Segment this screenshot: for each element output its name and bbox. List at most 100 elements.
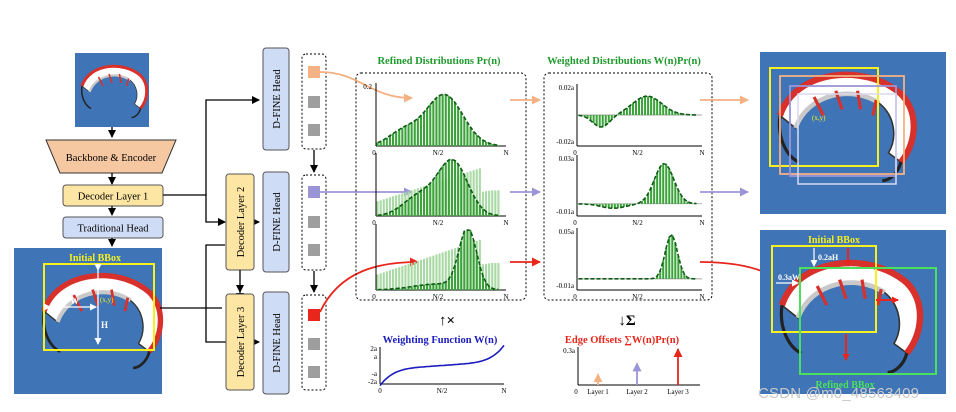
ghost-bar: [441, 252, 444, 290]
w-bar: [644, 96, 647, 115]
w-bar: [680, 195, 683, 204]
pr-bar: [447, 96, 450, 146]
w-bar: [647, 193, 650, 204]
pr-bar: [410, 286, 413, 290]
weighted-panel: [543, 72, 713, 301]
ghost-bar: [438, 253, 441, 290]
pr-bar: [413, 194, 416, 216]
pr-bar: [478, 205, 481, 216]
pr-bar: [404, 287, 407, 290]
pr-bar: [481, 275, 484, 290]
w-bar: [656, 172, 659, 204]
pr-bar: [475, 201, 478, 216]
ghost-bar: [432, 255, 435, 290]
pr-curve: [377, 158, 499, 217]
pr-bar: [416, 285, 419, 290]
pr-bar: [401, 287, 404, 290]
w-bar: [677, 113, 680, 115]
dfine-head-1: [262, 47, 290, 151]
pr-bar: [497, 145, 500, 146]
left-pipeline: Backbone & Encoder Decoder Layer 1 Tradi…: [14, 53, 177, 394]
pr-bar: [475, 134, 478, 146]
pr-bar: [407, 287, 410, 290]
w-curve: [578, 95, 697, 128]
ghost-bar: [392, 269, 395, 290]
weighting-title: Weighting Function W(n): [383, 335, 498, 346]
offset-w-label: 0.3aW: [778, 273, 800, 282]
tick-mid: N/2: [632, 219, 643, 227]
weighted-title: Weighted Distributions W(n)Pr(n): [547, 56, 701, 67]
edge-formula: ∑W(n)Pr(n): [624, 335, 679, 346]
w-bar: [622, 110, 625, 115]
weighting-function-chart: 2aa -a-2a0 N/2 N: [368, 344, 507, 395]
ghost-bar: [398, 267, 401, 290]
ghost-bar: [392, 196, 395, 216]
pr-bar: [478, 265, 481, 290]
pr-bar: [441, 283, 444, 290]
pr-bar: [388, 212, 391, 216]
tick-end: N: [503, 149, 508, 157]
wf-tick: -2a: [368, 378, 378, 386]
pr-bar: [401, 204, 404, 216]
pr-bar: [485, 211, 488, 216]
w-bar: [671, 234, 674, 279]
pr-bar: [485, 282, 488, 290]
tick-end: N: [699, 293, 704, 301]
wf-tick: 2a: [370, 345, 378, 353]
edge-title-text: Edge Offsets: [565, 335, 625, 346]
watermark: CSDN @m0_48563409: [758, 385, 920, 402]
w-bar: [619, 203, 622, 208]
ghost-bar: [429, 256, 432, 290]
refined-title: Refined Distributions Pr(n): [377, 56, 501, 67]
pr-bar: [398, 206, 401, 216]
w-bar: [625, 203, 628, 207]
pr-row-2: 0 N/2 N: [372, 153, 509, 227]
pr-bar: [460, 169, 463, 216]
pr-bar: [426, 186, 429, 216]
pr-bar: [416, 118, 419, 146]
ghost-bar: [423, 258, 426, 290]
pr-bar: [463, 231, 466, 290]
tick-end: N: [503, 219, 508, 227]
w-bar: [595, 203, 598, 206]
tick-mid: N/2: [433, 149, 444, 157]
ghost-bar: [388, 270, 391, 290]
token-layer2: [308, 186, 320, 198]
w-top-tick: 0.05a: [559, 228, 575, 236]
w-bar: [641, 201, 644, 204]
w-bar: [677, 255, 680, 279]
w-bar: [647, 96, 650, 115]
pr-bar: [469, 189, 472, 216]
pr-bar: [488, 286, 491, 290]
tick-end: N: [699, 149, 704, 157]
pr-bar: [481, 208, 484, 216]
pr-bar: [432, 179, 435, 216]
pr-bar: [450, 159, 453, 216]
w-bar: [683, 199, 686, 204]
pr-bar: [426, 108, 429, 146]
pr-bar: [419, 285, 422, 290]
ghost-bar: [401, 266, 404, 290]
pr-bar: [382, 139, 385, 146]
pr-bar: [491, 144, 494, 146]
pr-bar: [488, 213, 491, 216]
tick-mid: N/2: [632, 149, 643, 157]
refined-charts: 0.2 0 N/2 N 0 N/2 N 0 N/2 N: [363, 83, 509, 301]
pr-bar: [475, 253, 478, 290]
pr-bar: [401, 127, 404, 146]
pr-bar: [472, 195, 475, 216]
w-top-tick: 0.03a: [559, 155, 575, 163]
w-bar: [613, 203, 616, 209]
pr-bar: [392, 210, 395, 216]
w-bar: [662, 260, 665, 279]
pr-bar: [395, 131, 398, 146]
w-bar: [665, 107, 668, 115]
w-row-3: 0.05a -0.01a 0 N/2 N: [556, 228, 705, 301]
ghost-bar: [491, 263, 494, 290]
w-bar: [634, 100, 637, 115]
wf-tick: -a: [372, 370, 378, 378]
center-mark-left: (x,y): [100, 296, 114, 304]
pr-bar: [429, 284, 432, 290]
w-bar: [610, 115, 613, 120]
w-bar: [656, 100, 659, 115]
